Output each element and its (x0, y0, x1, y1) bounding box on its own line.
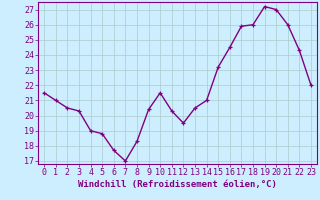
X-axis label: Windchill (Refroidissement éolien,°C): Windchill (Refroidissement éolien,°C) (78, 180, 277, 189)
